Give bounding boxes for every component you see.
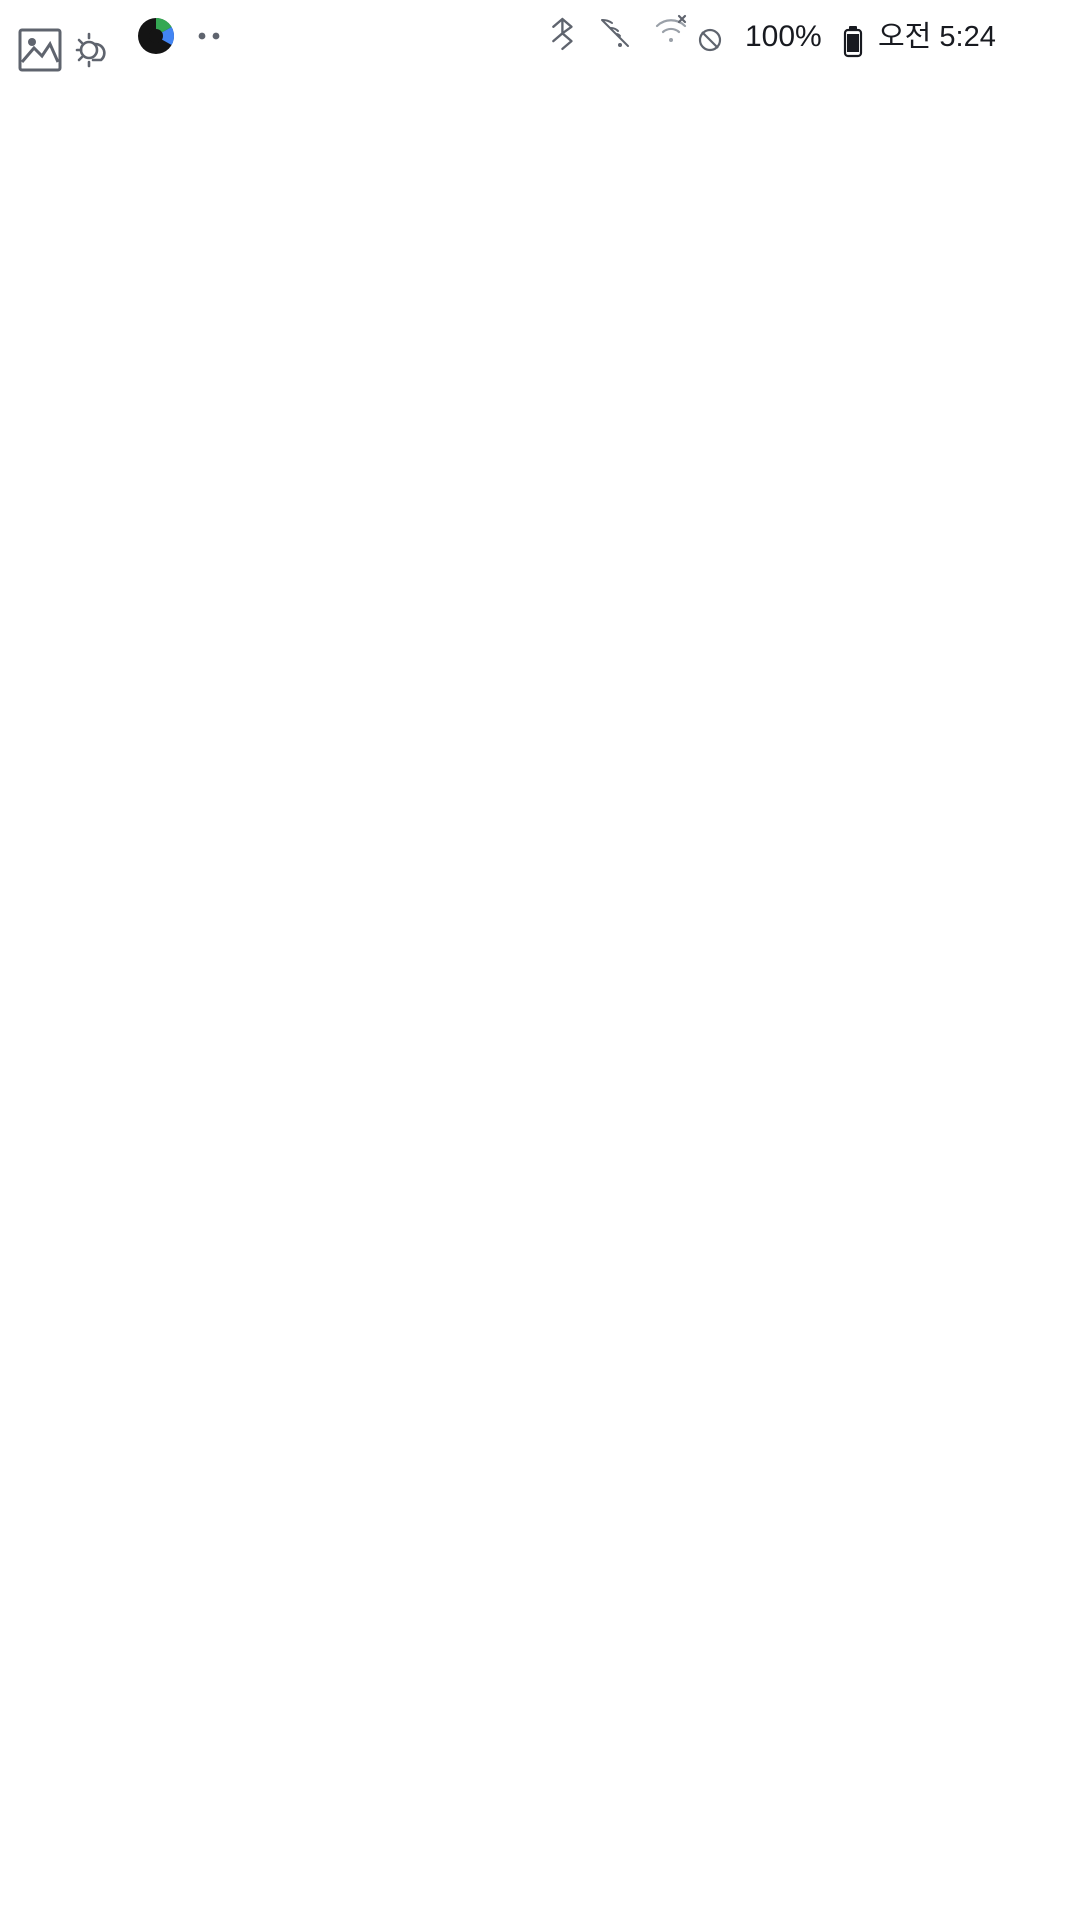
svg-text:오전 5:24: 오전 5:24 <box>878 21 996 53</box>
svg-text:100%: 100% <box>745 20 822 53</box>
